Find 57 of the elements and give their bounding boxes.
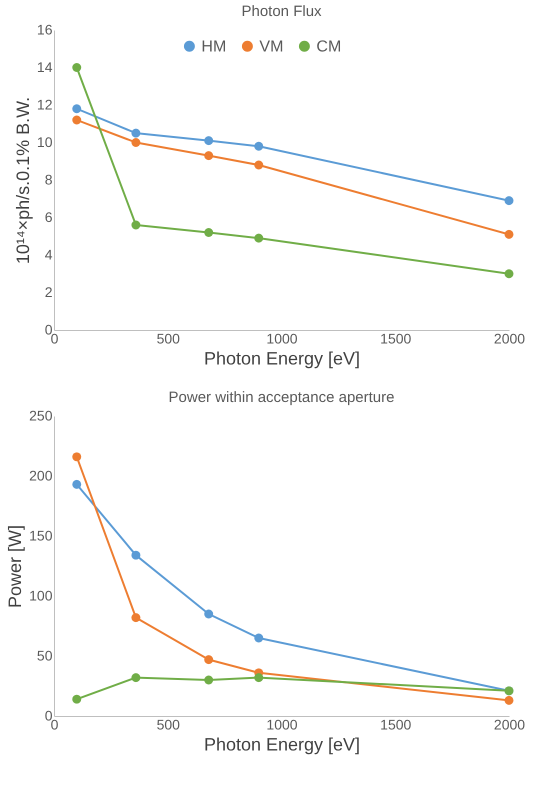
y-tick-label: 250	[29, 408, 53, 424]
point	[204, 136, 214, 146]
x-axis-title: Photon Energy [eV]	[204, 348, 360, 368]
y-tick-label: 50	[36, 648, 53, 664]
y-tick-label: 16	[36, 22, 53, 38]
x-tick-label: 1000	[266, 330, 298, 346]
chart-title: Photon Flux	[241, 3, 322, 20]
point	[204, 610, 214, 618]
legend-label: HM	[201, 38, 226, 56]
x-tick-label: 1000	[266, 716, 298, 732]
y-tick-label: 12	[36, 96, 53, 112]
y-tick-label: 2	[44, 284, 53, 300]
legend-label: VM	[259, 38, 284, 56]
x-tick-label: 500	[156, 330, 180, 346]
point	[254, 142, 264, 151]
x-tick-label: 2000	[494, 330, 526, 346]
point	[254, 160, 264, 170]
point	[72, 452, 82, 462]
point	[131, 550, 140, 560]
x-tick-label: 500	[156, 716, 180, 732]
point	[131, 138, 140, 147]
x-tick-label: 1500	[380, 716, 412, 732]
point	[504, 696, 514, 705]
y-tick-label: 6	[44, 209, 53, 225]
point	[72, 116, 82, 124]
point	[254, 234, 264, 243]
point	[204, 676, 214, 684]
y-tick-label: 100	[29, 588, 53, 604]
x-axis-title: Photon Energy [eV]	[204, 734, 360, 754]
y-axis-title: 10¹⁴×ph/s.0.1% B.W.	[12, 96, 33, 264]
chart-title: Power within acceptance aperture	[168, 389, 394, 406]
y-tick-label: 4	[44, 246, 53, 262]
point	[504, 269, 514, 278]
point	[254, 634, 264, 642]
y-tick-label: 8	[44, 172, 53, 188]
legend-label: CM	[316, 38, 342, 56]
point	[72, 480, 82, 489]
point	[204, 655, 214, 664]
point	[504, 196, 514, 206]
point	[204, 228, 214, 237]
point	[504, 230, 514, 239]
y-axis-title: Power [W]	[5, 524, 26, 608]
point	[204, 151, 214, 160]
point	[131, 613, 140, 622]
point	[131, 673, 140, 682]
point	[72, 63, 82, 72]
point	[72, 694, 82, 704]
y-tick-label: 200	[29, 468, 53, 484]
point	[72, 104, 82, 114]
x-tick-label: 2000	[494, 716, 526, 732]
y-tick-label: 150	[29, 528, 53, 544]
y-tick-label: 14	[36, 59, 53, 75]
point	[131, 128, 140, 138]
point	[254, 673, 264, 682]
y-tick-label: 10	[36, 134, 53, 150]
point	[131, 220, 140, 230]
x-tick-label: 1500	[380, 330, 412, 346]
